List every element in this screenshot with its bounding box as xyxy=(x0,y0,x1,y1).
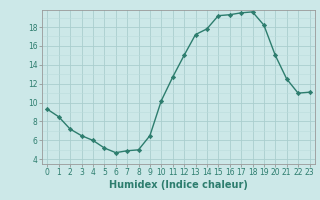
X-axis label: Humidex (Indice chaleur): Humidex (Indice chaleur) xyxy=(109,180,248,190)
